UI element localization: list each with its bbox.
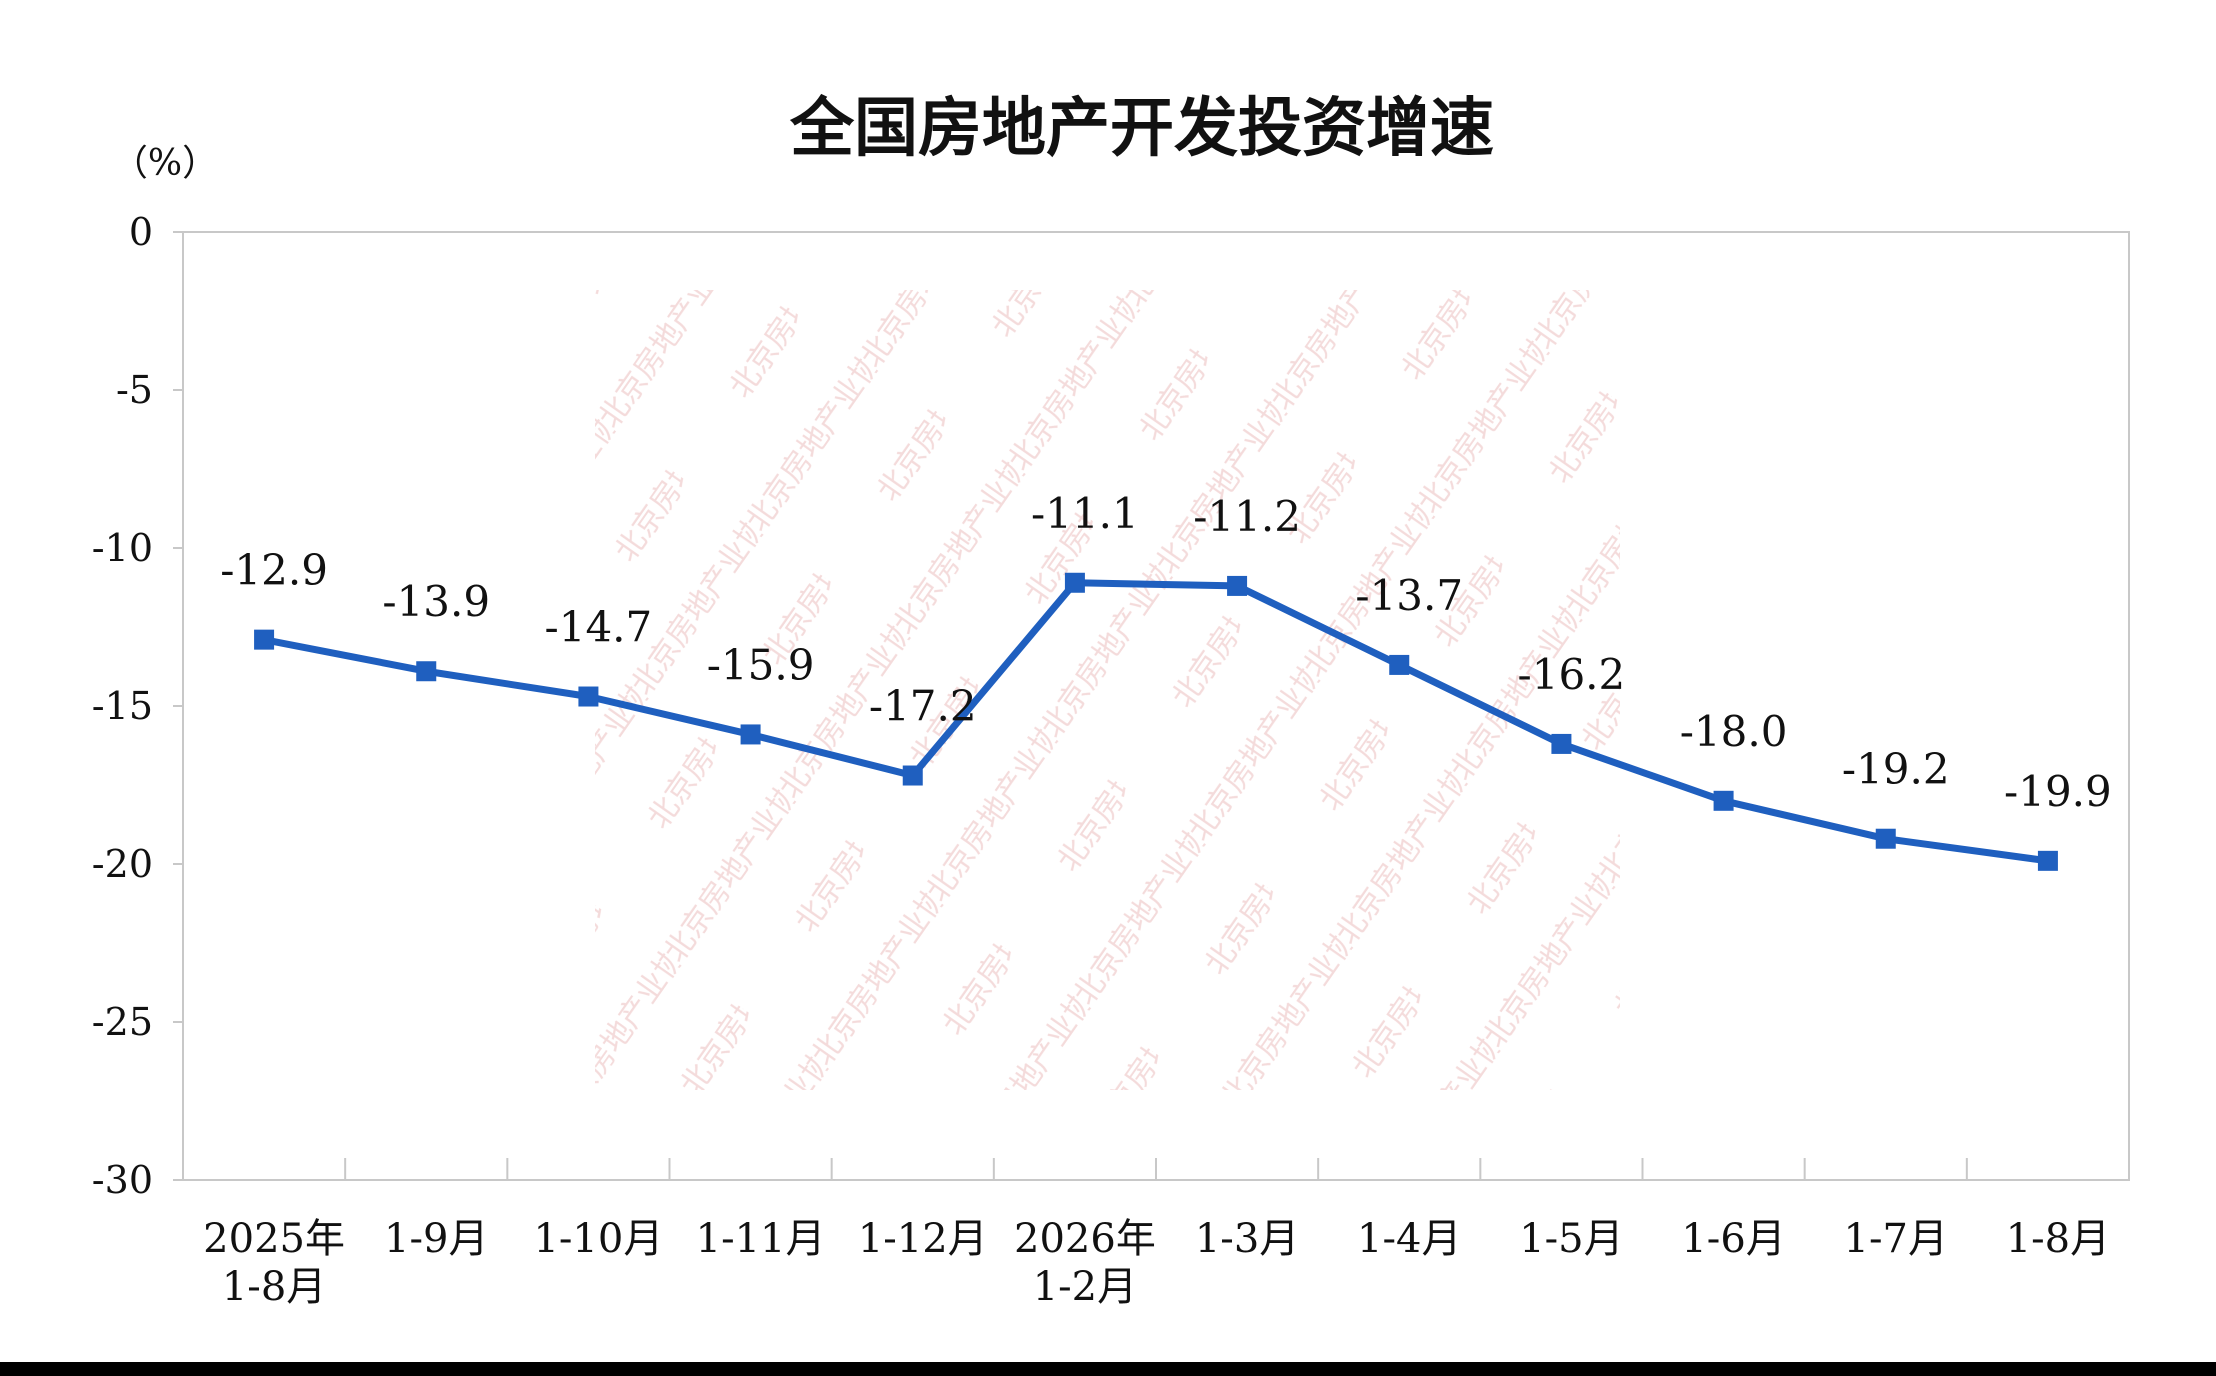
- data-point-marker: [1389, 654, 1410, 675]
- x-tick-label: 1-2月: [1033, 1264, 1137, 1310]
- data-label: -16.2: [1518, 650, 1626, 699]
- x-tick-label: 1-9月: [384, 1216, 488, 1262]
- data-point-marker: [578, 686, 599, 707]
- x-tick-label: 1-4月: [1357, 1216, 1461, 1262]
- x-tick-label: 1-5月: [1519, 1216, 1623, 1262]
- data-point-marker: [416, 661, 437, 682]
- data-label: -18.0: [1680, 707, 1788, 756]
- x-tick-label: 1-3月: [1195, 1216, 1299, 1262]
- data-label: -15.9: [707, 640, 815, 689]
- series-line-layer: [260, 579, 2052, 865]
- data-label: -19.9: [2004, 767, 2112, 816]
- data-point-marker: [1551, 733, 1572, 754]
- bottom-edge-bar: [0, 1362, 2216, 1376]
- x-tick-label: 2025年: [203, 1216, 345, 1262]
- series-line: [260, 579, 2052, 865]
- x-tick-label: 2026年: [1014, 1216, 1156, 1262]
- y-tick-label: -15: [92, 684, 153, 728]
- data-point-marker: [1227, 575, 1248, 596]
- data-point-marker: [1064, 572, 1085, 593]
- data-label: -13.9: [382, 577, 490, 626]
- data-points-layer: [254, 572, 2058, 871]
- data-point-marker: [254, 629, 275, 650]
- data-labels-layer: -12.9 -13.9 -14.7 -15.9 -17.2 -11.1 -11.2 -13.7…: [220, 489, 2112, 816]
- y-tick-label: -25: [92, 1000, 153, 1044]
- data-point-marker: [740, 724, 761, 745]
- x-tick-label: 1-12月: [858, 1216, 988, 1262]
- x-tick-label: 1-8月: [2006, 1216, 2110, 1262]
- data-point-marker: [1875, 828, 1896, 849]
- data-point-marker: [2037, 850, 2058, 871]
- y-tick-label: -30: [92, 1158, 153, 1202]
- x-tick-label: 1-7月: [1844, 1216, 1948, 1262]
- data-label: -11.1: [1031, 489, 1139, 538]
- y-tick-label: -5: [116, 368, 153, 412]
- chart-title: 全国房地产开发投资增速: [789, 92, 1494, 166]
- data-label: -19.2: [1842, 745, 1950, 794]
- y-tick-label: -20: [92, 842, 153, 886]
- y-tick-label: 0: [129, 210, 153, 254]
- data-point-marker: [1713, 790, 1734, 811]
- watermark: [595, 290, 1620, 1090]
- data-label: -17.2: [869, 682, 977, 731]
- y-axis-unit-label: （%）: [112, 143, 218, 184]
- data-label: -11.2: [1193, 492, 1301, 541]
- x-tick-label: 1-6月: [1681, 1216, 1785, 1262]
- data-label: -13.7: [1355, 571, 1463, 620]
- x-tick-label: 1-11月: [696, 1216, 826, 1262]
- data-point-marker: [902, 765, 923, 786]
- data-label: -12.9: [220, 546, 328, 595]
- y-tick-label: -10: [92, 526, 153, 570]
- y-axis: 0 -5 -10 -15 -20 -25 -30: [92, 210, 183, 1202]
- data-label: -14.7: [545, 603, 653, 652]
- x-tick-label: 1-8月: [222, 1264, 326, 1310]
- x-tick-label: 1-10月: [533, 1216, 663, 1262]
